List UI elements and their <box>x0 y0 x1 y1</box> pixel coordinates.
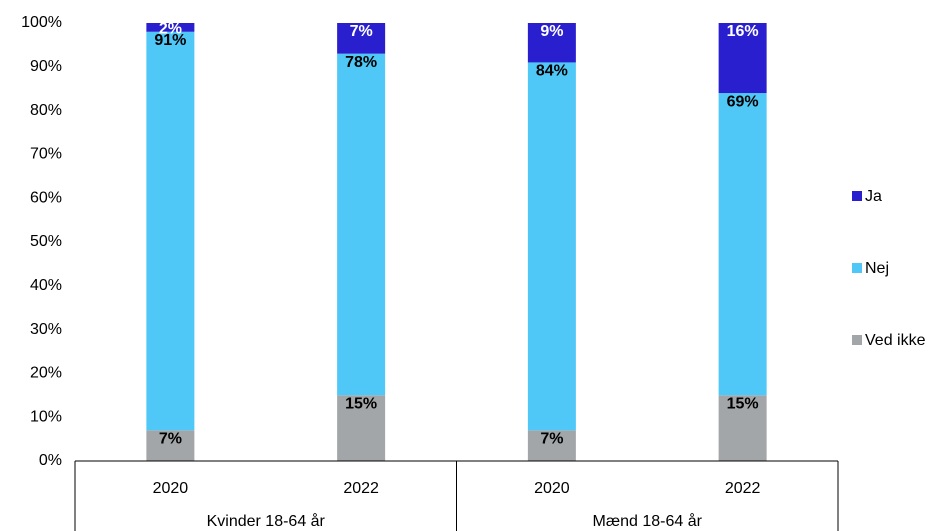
y-tick-label: 60% <box>30 189 62 206</box>
legend-label: Nej <box>865 260 889 277</box>
y-tick-label: 70% <box>30 146 62 163</box>
value-label: 78% <box>345 54 377 71</box>
x-tick-label: 2022 <box>343 480 379 497</box>
group-label: Kvinder 18-64 år <box>207 512 326 530</box>
value-label: 84% <box>536 63 568 80</box>
x-tick-label: 2022 <box>725 480 761 497</box>
value-label: 69% <box>727 93 759 110</box>
bar-segment <box>337 395 386 461</box>
value-label: 7% <box>350 23 373 40</box>
bar-segment <box>337 53 386 396</box>
value-label: 7% <box>540 431 563 448</box>
y-tick-label: 30% <box>30 321 62 338</box>
bar-segment <box>718 93 767 396</box>
y-tick-label: 0% <box>39 452 62 469</box>
value-label: 15% <box>727 396 759 413</box>
legend-label: Ja <box>865 188 882 205</box>
y-tick-label: 100% <box>21 14 62 31</box>
legend-swatch <box>852 191 862 201</box>
legend-swatch <box>852 263 862 273</box>
bar-segment <box>337 23 386 54</box>
bar-segment <box>146 430 195 461</box>
value-label: 16% <box>727 23 759 40</box>
y-tick-label: 50% <box>30 233 62 250</box>
group-label: Mænd 18-64 år <box>593 512 703 530</box>
value-label: 7% <box>159 431 182 448</box>
x-tick-label: 2020 <box>153 480 189 497</box>
y-tick-label: 20% <box>30 365 62 382</box>
bar-segment <box>527 23 576 63</box>
bar-segment <box>146 31 195 431</box>
y-tick-label: 40% <box>30 277 62 294</box>
y-tick-label: 80% <box>30 102 62 119</box>
value-label: 15% <box>345 396 377 413</box>
value-label: 91% <box>154 32 186 49</box>
y-tick-label: 10% <box>30 408 62 425</box>
legend-swatch <box>852 335 862 345</box>
x-tick-label: 2020 <box>534 480 570 497</box>
bar-segment <box>527 62 576 431</box>
value-label: 2% <box>159 21 182 38</box>
y-tick-label: 90% <box>30 58 62 75</box>
legend-label: Ved ikke <box>865 332 926 349</box>
value-label: 9% <box>540 23 563 40</box>
bar-segment <box>718 395 767 461</box>
bar-segment <box>146 23 195 32</box>
bar-segment <box>527 430 576 461</box>
bar-segment <box>718 23 767 94</box>
